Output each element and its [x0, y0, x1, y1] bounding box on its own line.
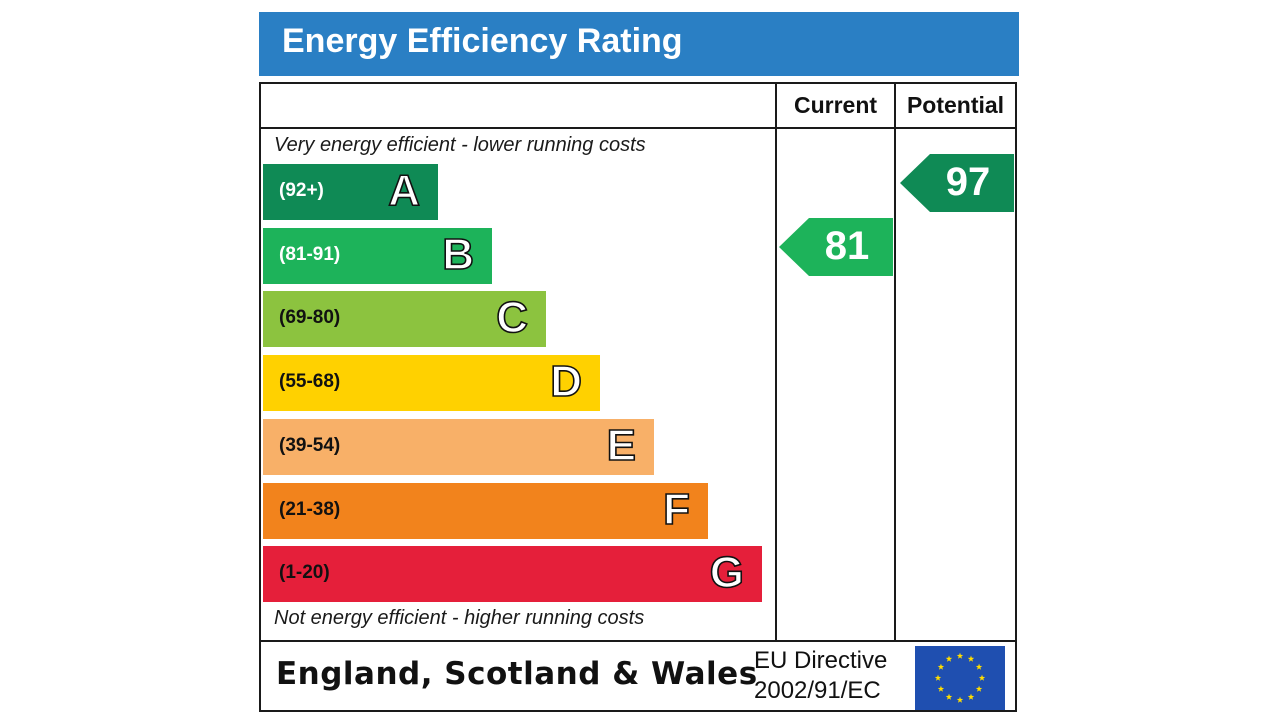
top-caption: Very energy efficient - lower running co… — [274, 134, 646, 156]
band-range-a: (92+) — [279, 180, 324, 201]
eu-star-icon — [934, 674, 942, 681]
column-divider-current — [775, 84, 777, 642]
column-divider-potential — [894, 84, 896, 642]
band-letter-a: A — [387, 165, 420, 216]
band-b: (81-91) B — [263, 227, 492, 284]
eu-star-icon — [937, 663, 945, 670]
eu-directive-line2: 2002/91/EC — [754, 677, 881, 704]
band-f: (21-38) F — [263, 482, 708, 539]
band-range-b: (81-91) — [279, 243, 341, 265]
eu-star-icon — [975, 685, 983, 692]
band-range-f: (21-38) — [279, 498, 341, 520]
potential-rating-arrow: 97 — [900, 154, 1014, 212]
rating-table: Current Potential Very energy efficient … — [259, 82, 1017, 712]
band-e: (39-54) E — [263, 418, 654, 475]
band-range-d: (55-68) — [279, 371, 341, 393]
band-letter-b: B — [441, 229, 474, 280]
current-rating-value: 81 — [824, 223, 870, 268]
column-header-current: Current — [793, 92, 878, 118]
band-letter-g: G — [709, 547, 745, 598]
region-label: England, Scotland & Wales — [276, 656, 758, 692]
band-range-e: (39-54) — [279, 434, 341, 456]
band-letter-e: E — [606, 420, 637, 471]
band-a: (92+) A — [263, 164, 438, 220]
eu-star-icon — [956, 696, 964, 703]
eu-flag-icon — [915, 646, 1005, 710]
eu-star-icon — [978, 674, 986, 681]
header-divider — [261, 127, 1015, 129]
column-header-potential: Potential — [906, 92, 1005, 118]
band-range-g: (1-20) — [279, 562, 330, 584]
eu-star-icon — [945, 693, 953, 700]
band-range-c: (69-80) — [279, 307, 341, 329]
eu-star-icon — [967, 693, 975, 700]
eu-star-icon — [975, 663, 983, 670]
eu-star-icon — [945, 655, 953, 662]
chart-title: Energy Efficiency Rating — [282, 22, 683, 60]
eu-directive: EU Directive 2002/91/EC — [754, 646, 887, 706]
eu-star-icon — [956, 652, 964, 659]
current-rating-arrow: 81 — [779, 217, 893, 276]
band-letter-d: D — [549, 356, 582, 407]
band-g: (1-20) G — [263, 546, 762, 603]
eu-star-icon — [967, 655, 975, 662]
title-bar: Energy Efficiency Rating — [259, 12, 1019, 76]
band-d: (55-68) D — [263, 355, 600, 412]
band-c: (69-80) C — [263, 291, 546, 348]
eu-directive-line1: EU Directive — [754, 647, 888, 674]
band-letter-c: C — [495, 293, 528, 344]
footer-divider — [261, 640, 1015, 642]
band-letter-f: F — [662, 484, 690, 535]
bottom-caption: Not energy efficient - higher running co… — [274, 607, 645, 629]
potential-rating-value: 97 — [945, 160, 991, 204]
eu-star-icon — [937, 685, 945, 692]
